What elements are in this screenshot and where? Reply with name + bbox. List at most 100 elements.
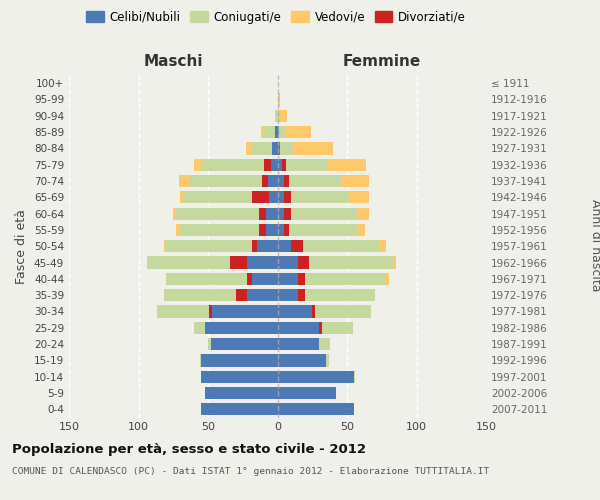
Y-axis label: Fasce di età: Fasce di età	[16, 209, 28, 284]
Bar	[194, 158, 201, 171]
Bar	[277, 354, 326, 366]
Bar	[164, 240, 166, 252]
Bar	[277, 387, 336, 399]
Bar	[211, 338, 277, 350]
Bar	[279, 126, 286, 138]
Bar	[208, 338, 211, 350]
Bar	[277, 94, 280, 106]
Bar	[310, 256, 393, 268]
Bar	[280, 110, 287, 122]
Bar	[298, 273, 305, 285]
Bar	[271, 158, 277, 171]
Bar	[257, 240, 277, 252]
Bar	[277, 158, 281, 171]
Bar	[284, 224, 289, 236]
Bar	[209, 306, 212, 318]
Bar	[205, 387, 277, 399]
Bar	[201, 403, 277, 415]
Bar	[298, 289, 305, 302]
Bar	[212, 306, 277, 318]
Bar	[358, 224, 365, 236]
Bar	[201, 354, 277, 366]
Bar	[272, 142, 277, 154]
Bar	[236, 289, 247, 302]
Bar	[277, 208, 284, 220]
Bar	[179, 224, 259, 236]
Bar	[247, 289, 277, 302]
Bar	[275, 110, 277, 122]
Bar	[305, 289, 375, 302]
Bar	[173, 208, 176, 220]
Bar	[166, 273, 247, 285]
Bar	[284, 175, 289, 187]
Bar	[312, 306, 315, 318]
Bar	[245, 142, 253, 154]
Bar	[289, 224, 358, 236]
Bar	[277, 306, 312, 318]
Bar	[201, 158, 263, 171]
Bar	[289, 175, 341, 187]
Text: Popolazione per età, sesso e stato civile - 2012: Popolazione per età, sesso e stato civil…	[12, 442, 366, 456]
Bar	[190, 175, 262, 187]
Bar	[259, 208, 266, 220]
Bar	[259, 224, 266, 236]
Bar	[164, 289, 236, 302]
Bar	[157, 306, 209, 318]
Bar	[205, 322, 277, 334]
Bar	[147, 256, 230, 268]
Bar	[322, 322, 353, 334]
Bar	[294, 142, 333, 154]
Bar	[292, 240, 302, 252]
Bar	[358, 208, 369, 220]
Bar	[393, 256, 395, 268]
Bar	[277, 403, 354, 415]
Bar	[266, 208, 277, 220]
Text: Femmine: Femmine	[343, 54, 421, 70]
Bar	[277, 256, 298, 268]
Bar	[315, 306, 371, 318]
Bar	[277, 224, 284, 236]
Bar	[319, 322, 322, 334]
Bar	[277, 289, 298, 302]
Bar	[180, 191, 183, 203]
Bar	[263, 158, 271, 171]
Bar	[379, 240, 386, 252]
Bar	[328, 158, 367, 171]
Bar	[277, 240, 292, 252]
Bar	[277, 273, 298, 285]
Bar	[266, 224, 277, 236]
Bar	[292, 208, 358, 220]
Bar	[230, 256, 247, 268]
Bar	[263, 126, 275, 138]
Bar	[277, 110, 280, 122]
Bar	[350, 191, 369, 203]
Bar	[292, 191, 350, 203]
Bar	[277, 175, 284, 187]
Bar	[253, 142, 272, 154]
Bar	[275, 126, 277, 138]
Bar	[247, 256, 277, 268]
Bar	[262, 175, 268, 187]
Bar	[269, 191, 277, 203]
Bar	[277, 322, 319, 334]
Bar	[277, 126, 279, 138]
Bar	[302, 240, 379, 252]
Bar	[319, 338, 331, 350]
Bar	[200, 354, 201, 366]
Legend: Celibi/Nubili, Coniugati/e, Vedovi/e, Divorziati/e: Celibi/Nubili, Coniugati/e, Vedovi/e, Di…	[81, 6, 471, 28]
Bar	[253, 273, 277, 285]
Bar	[305, 273, 386, 285]
Bar	[277, 338, 319, 350]
Text: Maschi: Maschi	[143, 54, 203, 70]
Bar	[286, 126, 311, 138]
Bar	[286, 158, 328, 171]
Bar	[201, 370, 277, 383]
Bar	[176, 224, 179, 236]
Text: Anni di nascita: Anni di nascita	[589, 198, 600, 291]
Bar	[253, 240, 257, 252]
Bar	[281, 158, 286, 171]
Bar	[247, 273, 253, 285]
Bar	[280, 142, 294, 154]
Bar	[341, 175, 369, 187]
Bar	[326, 354, 329, 366]
